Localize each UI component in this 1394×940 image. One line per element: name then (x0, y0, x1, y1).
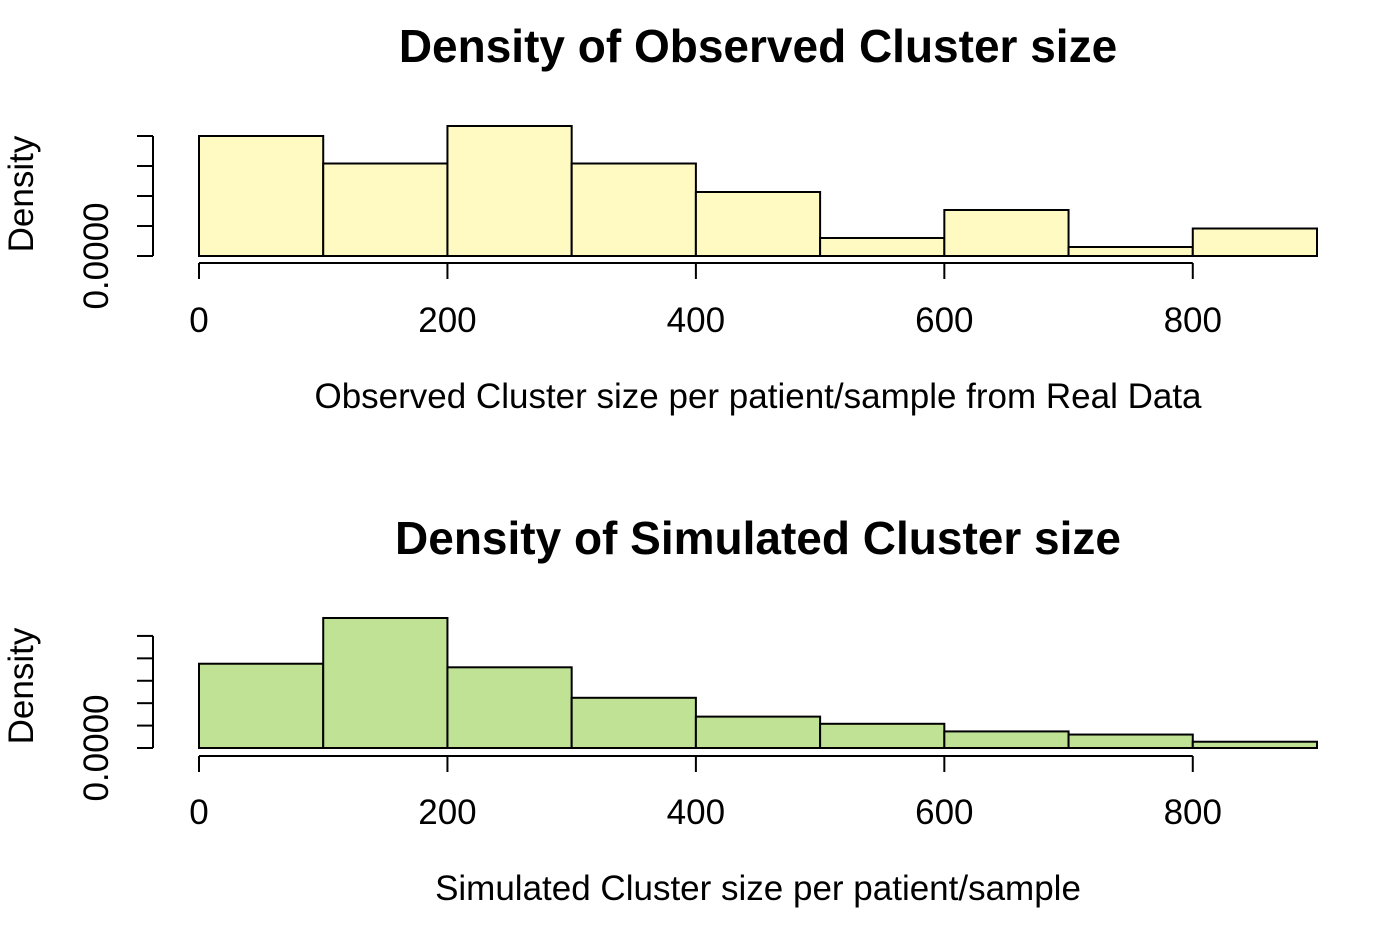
observed-y-axis-label: Density (2, 135, 41, 252)
simulated-bar-0 (198, 662, 325, 749)
observed-histogram-panel: Density of Observed Cluster size 0.0000 … (2, 20, 1319, 416)
observed-bar-6 (943, 209, 1070, 257)
observed-x-tick-label-3: 600 (915, 301, 973, 340)
simulated-x-tick-label-0: 0 (189, 793, 208, 832)
observed-bar-1 (322, 162, 449, 257)
simulated-bar-7 (1067, 733, 1194, 749)
simulated-bar-8 (1191, 740, 1319, 749)
simulated-bar-5 (819, 722, 946, 749)
simulated-bar-4 (694, 715, 822, 749)
observed-x-tick-label-0: 0 (189, 301, 208, 340)
observed-bar-5 (819, 237, 946, 257)
simulated-histogram-panel: Density of Simulated Cluster size 0.0000… (2, 512, 1319, 908)
simulated-chart-title: Density of Simulated Cluster size (395, 512, 1121, 564)
simulated-bar-1 (322, 617, 449, 749)
simulated-y-axis: 0.0000 (77, 634, 154, 802)
observed-chart-title: Density of Observed Cluster size (399, 20, 1117, 72)
simulated-x-tick-label-3: 600 (915, 793, 973, 832)
observed-x-tick-label-4: 800 (1164, 301, 1222, 340)
simulated-bars (198, 617, 1319, 750)
simulated-bar-2 (446, 666, 573, 750)
observed-bar-2 (446, 125, 573, 257)
simulated-x-tick-label-2: 400 (667, 793, 725, 832)
simulated-y-axis-label: Density (2, 627, 41, 744)
observed-x-tick-label-1: 200 (418, 301, 476, 340)
simulated-x-tick-label-1: 200 (418, 793, 476, 832)
simulated-x-tick-label-4: 800 (1164, 793, 1222, 832)
simulated-bar-6 (943, 730, 1070, 750)
observed-bar-8 (1191, 227, 1319, 257)
simulated-y-tick-label-0: 0.0000 (77, 694, 116, 801)
simulated-x-axis-label: Simulated Cluster size per patient/sampl… (435, 869, 1081, 908)
observed-x-axis: 0 200 400 600 800 (189, 262, 1222, 340)
observed-x-tick-label-2: 400 (667, 301, 725, 340)
observed-bar-3 (570, 162, 697, 257)
observed-y-axis: 0.0000 (77, 135, 154, 310)
observed-bar-7 (1067, 246, 1194, 257)
observed-bar-4 (694, 191, 822, 257)
observed-x-axis-label: Observed Cluster size per patient/sample… (314, 377, 1202, 416)
observed-bars (198, 125, 1319, 257)
observed-y-tick-label-0: 0.0000 (77, 202, 116, 309)
simulated-bar-3 (570, 696, 697, 749)
simulated-x-axis: 0 200 400 600 800 (189, 755, 1222, 832)
observed-bar-0 (198, 135, 325, 257)
